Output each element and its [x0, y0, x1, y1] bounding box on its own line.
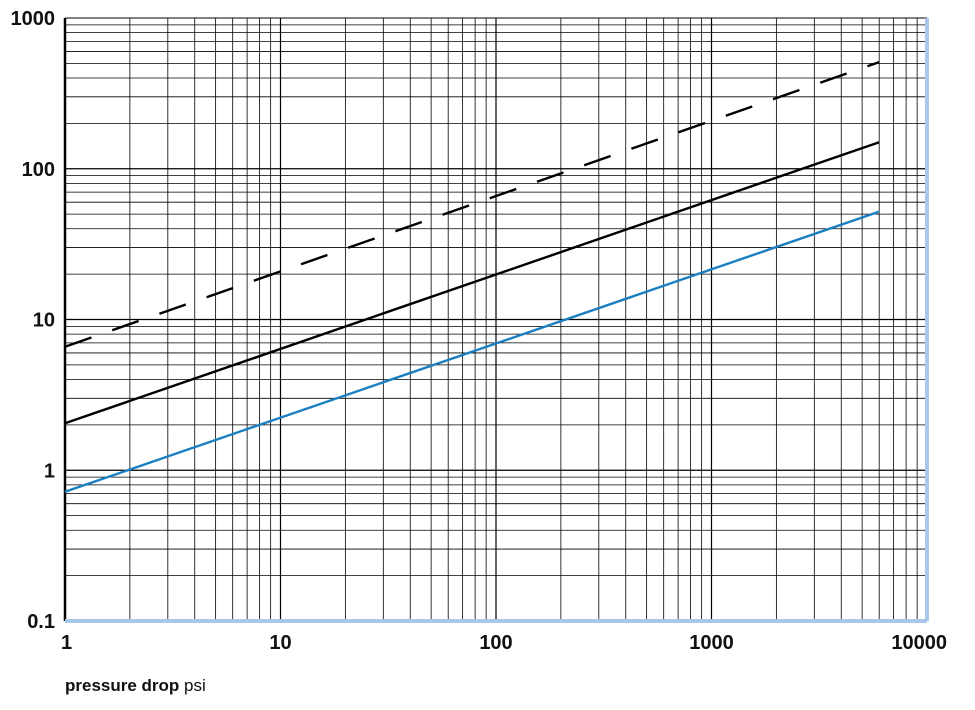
y-tick-label: 10 [33, 310, 55, 332]
series-line-3 [64, 210, 880, 493]
chart-series [64, 60, 880, 493]
x-tick-label: 1 [61, 632, 72, 654]
x-tick-label: 1000 [689, 632, 734, 654]
x-axis-label-quantity: pressure drop [65, 676, 180, 695]
y-tick-label: 1 [44, 460, 55, 482]
x-axis-label-unit: psi [184, 676, 206, 695]
y-tick-label: 1000 [11, 8, 56, 30]
x-tick-label: 10 [269, 632, 291, 654]
chart-axes [63, 18, 929, 623]
chart-grid [64, 17, 927, 622]
x-tick-label: 10000 [891, 632, 947, 654]
series-line-2 [64, 141, 880, 425]
series-line-1 [64, 60, 880, 348]
y-tick-label: 100 [22, 159, 55, 181]
chart-tick-labels: 1 10 100 1000 10000 0.1 1 10 100 1000 [11, 8, 948, 654]
x-tick-label: 100 [479, 632, 512, 654]
x-axis-label: pressure drop psi [65, 676, 206, 696]
y-tick-label: 0.1 [27, 611, 55, 633]
